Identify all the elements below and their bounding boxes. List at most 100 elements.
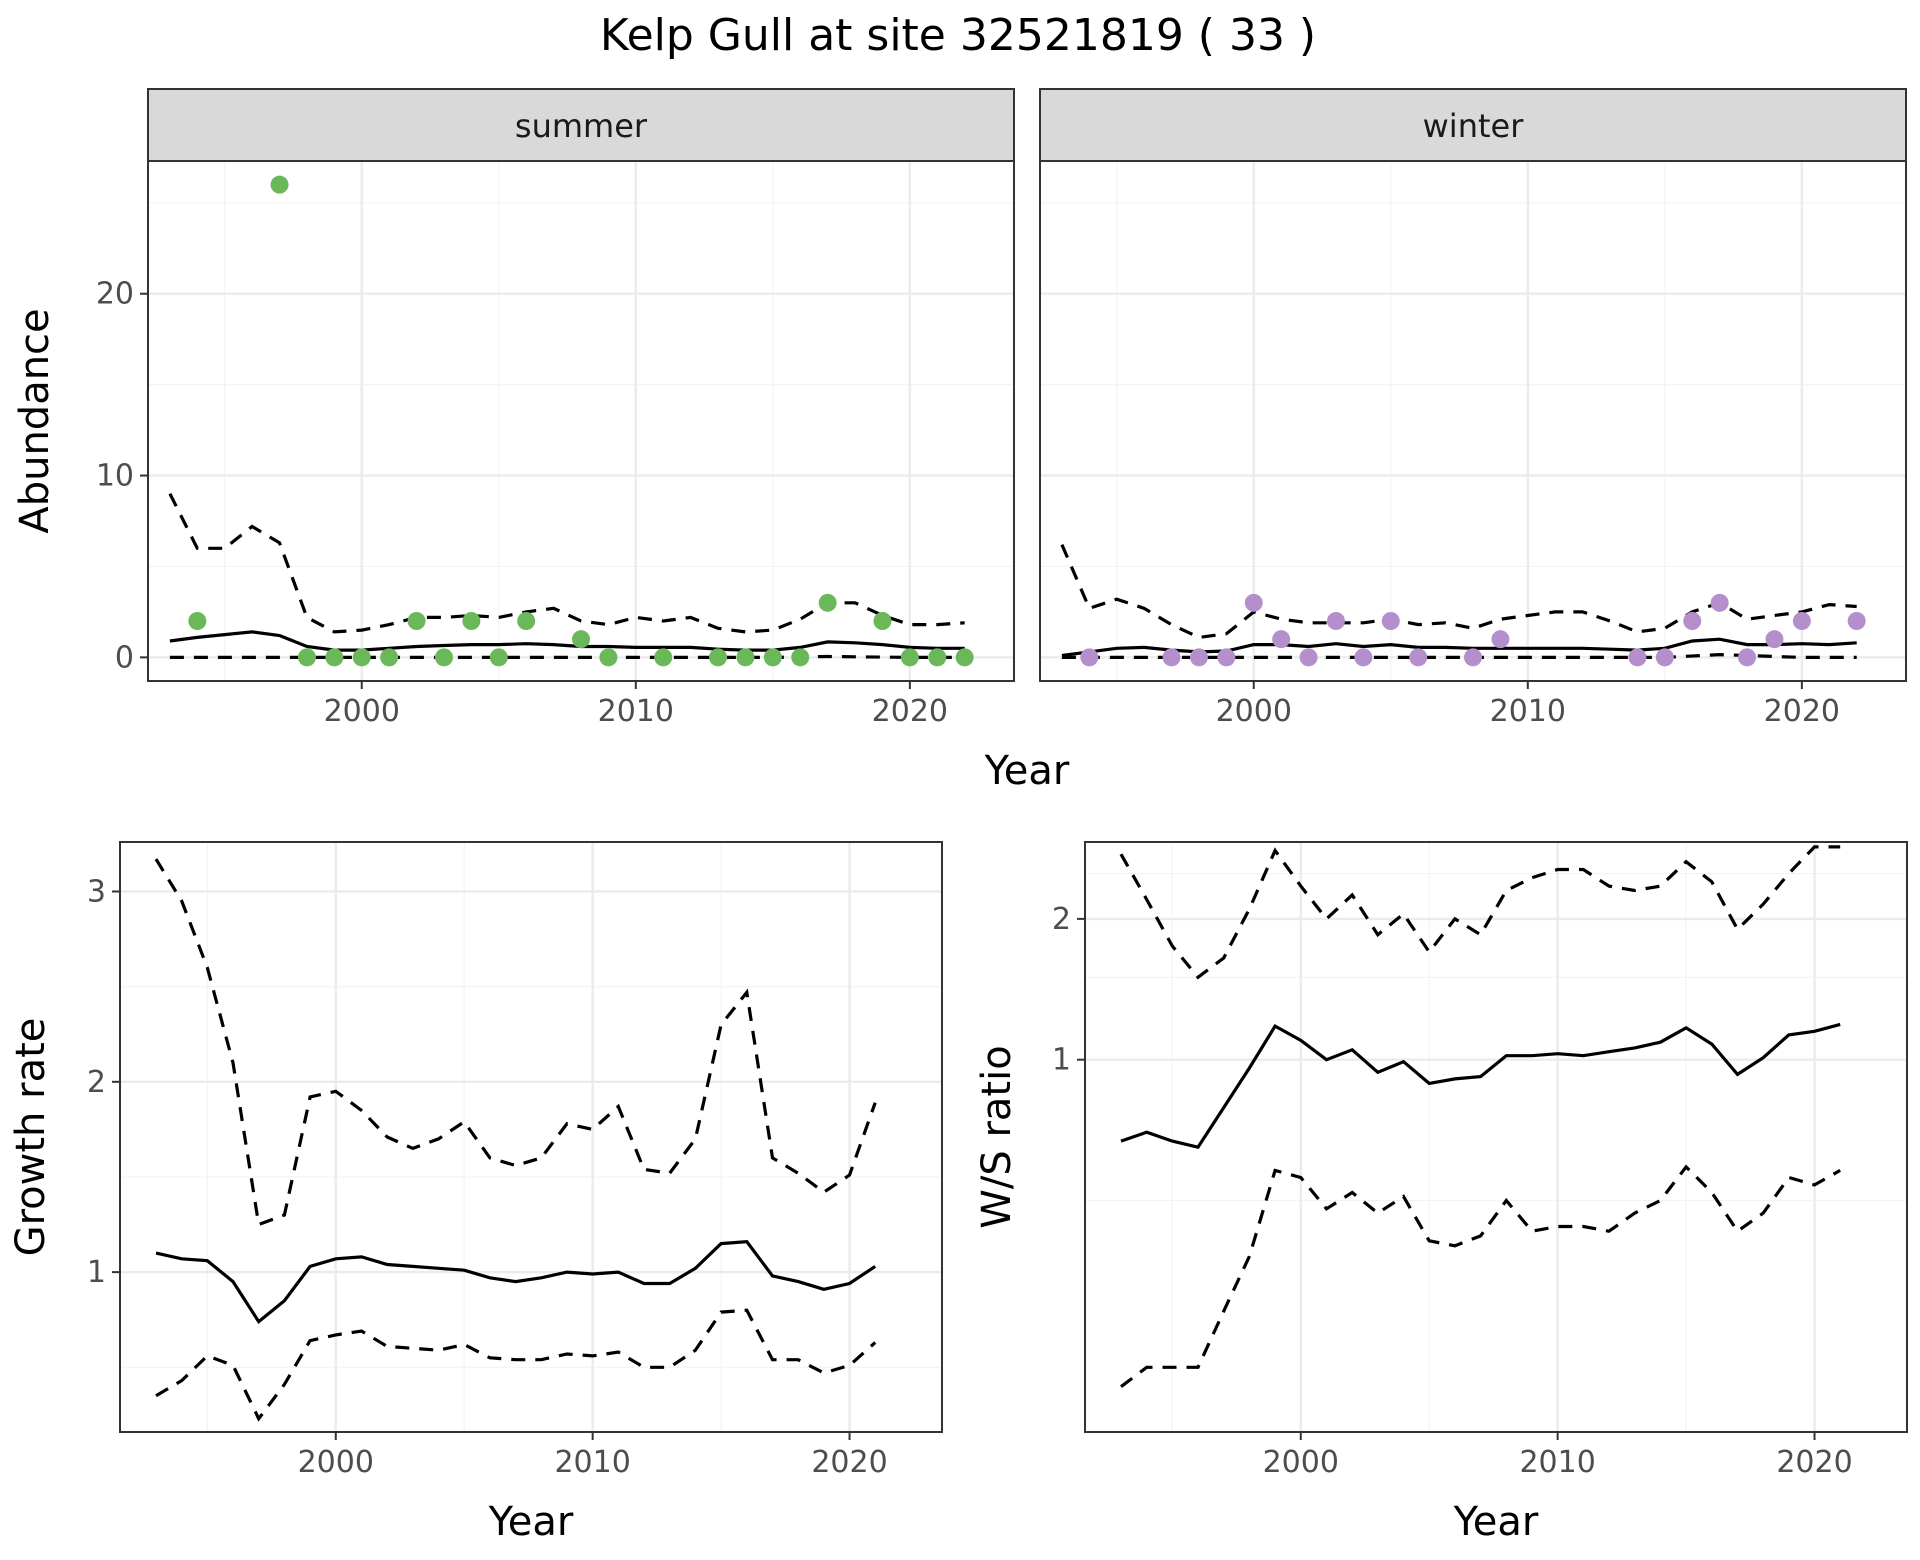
summer-point — [654, 648, 673, 667]
ratio-x-tick-label: 2010 — [1519, 1445, 1595, 1480]
winter-point — [1628, 648, 1647, 667]
summer-y-tick-label: 20 — [96, 277, 134, 312]
panel-summer: summer 2000 2010 2020 0 10 20 — [96, 88, 1015, 729]
summer-x-tick-label: 2020 — [872, 694, 948, 729]
growth-x-tick-label: 2010 — [554, 1445, 630, 1480]
panel-border-ratio — [1084, 841, 1908, 1433]
growth-x-tick-label: 2020 — [811, 1445, 887, 1480]
strip-winter — [1039, 88, 1907, 162]
ratio-y-axis-title: W/S ratio — [974, 1045, 1020, 1228]
ratio-x-axis-title: Year — [1453, 1499, 1539, 1545]
summer-point — [462, 612, 481, 630]
summer-point — [407, 612, 426, 630]
growth-y-axis-title: Growth rate — [8, 1018, 54, 1257]
strip-label-winter: winter — [1423, 107, 1525, 145]
growth-series-line-1-solid — [155, 1240, 877, 1324]
growth-y-tick-label: 2 — [87, 1065, 106, 1100]
panel-ratio: 2000 2010 2020 1 2 — [1052, 841, 1908, 1480]
winter-point — [1491, 630, 1510, 649]
winter-point — [1162, 648, 1181, 667]
summer-series-line-3-dashed — [169, 654, 965, 659]
marks-winter — [1060, 543, 1866, 667]
abundance-y-axis-title: Abundance — [12, 308, 58, 533]
ticks-summer: 2000 2010 2020 0 10 20 — [96, 277, 948, 729]
strip-summer — [147, 88, 1015, 162]
summer-point — [352, 648, 371, 667]
winter-x-tick-label: 2000 — [1216, 694, 1292, 729]
ratio-y-tick-label: 1 — [1052, 1043, 1071, 1078]
growth-x-axis-title: Year — [488, 1499, 574, 1545]
plot-area-ratio — [1085, 842, 1907, 1432]
summer-point — [791, 648, 810, 667]
marks-summer — [168, 175, 974, 667]
chart-title: Kelp Gull at site 32521819 ( 33 ) — [600, 10, 1316, 61]
winter-point — [1272, 630, 1291, 649]
winter-point — [1299, 648, 1318, 667]
panel-winter: winter 2000 2010 2020 — [1039, 88, 1907, 729]
summer-point — [434, 648, 453, 667]
summer-point — [517, 612, 536, 630]
growth-y-tick-label: 1 — [87, 1255, 106, 1290]
winter-series-line-2-dashed — [1060, 543, 1857, 640]
winter-point — [1409, 648, 1428, 667]
winter-point — [1080, 648, 1099, 667]
summer-x-tick-label: 2000 — [324, 694, 400, 729]
winter-point — [1655, 648, 1674, 667]
summer-x-tick-label: 2010 — [598, 694, 674, 729]
summer-point — [709, 648, 728, 667]
summer-point — [736, 648, 755, 667]
summer-point — [873, 612, 892, 630]
ticks-ratio: 2000 2010 2020 1 2 — [1052, 902, 1853, 1480]
growth-series-line-3-dashed — [155, 1308, 877, 1422]
ticks-growth: 2000 2010 2020 1 2 3 — [87, 874, 888, 1480]
winter-point — [1189, 648, 1208, 667]
ratio-series-line-1-solid — [1120, 1022, 1841, 1150]
winter-series-line-3-dashed — [1061, 652, 1857, 659]
marks-ratio — [1119, 845, 1841, 1388]
winter-point — [1326, 612, 1345, 630]
summer-point — [818, 593, 837, 612]
winter-x-tick-label: 2020 — [1764, 694, 1840, 729]
summer-point — [763, 648, 782, 667]
summer-point — [188, 612, 207, 630]
winter-point — [1464, 648, 1482, 667]
growth-y-tick-label: 3 — [87, 874, 106, 909]
panel-border-summer — [147, 160, 1015, 682]
summer-point — [297, 648, 316, 667]
summer-point — [955, 648, 974, 667]
winter-point — [1738, 648, 1757, 667]
winter-point — [1792, 612, 1811, 630]
panel-border-growth — [119, 841, 943, 1433]
summer-point — [900, 648, 919, 667]
ratio-series-line-3-dashed — [1120, 1164, 1841, 1388]
winter-point — [1765, 630, 1784, 649]
winter-point — [1710, 593, 1729, 612]
summer-point — [928, 648, 947, 667]
winter-point — [1847, 612, 1866, 630]
summer-point — [489, 648, 508, 667]
abundance-x-axis-title: Year — [984, 748, 1070, 794]
summer-series-line-1-solid — [169, 630, 965, 652]
marks-growth — [154, 858, 877, 1422]
winter-point — [1381, 612, 1400, 630]
summer-point — [270, 175, 289, 194]
ratio-x-tick-label: 2020 — [1776, 1445, 1852, 1480]
strip-label-summer: summer — [515, 107, 648, 145]
summer-point — [380, 648, 399, 667]
winter-x-tick-label: 2010 — [1490, 694, 1566, 729]
grid-ratio — [1085, 842, 1907, 1432]
ticks-winter: 2000 2010 2020 — [1216, 681, 1840, 729]
summer-point — [599, 648, 618, 667]
plot-area-winter — [1040, 161, 1906, 681]
winter-point — [1244, 593, 1263, 612]
panel-growth: 2000 2010 2020 1 2 3 — [87, 841, 943, 1480]
summer-point — [325, 648, 344, 667]
growth-x-tick-label: 2000 — [298, 1445, 374, 1480]
winter-point — [1683, 612, 1702, 630]
winter-point — [1217, 648, 1236, 667]
ratio-series-line-2-dashed — [1119, 845, 1841, 980]
ratio-x-tick-label: 2000 — [1263, 1445, 1339, 1480]
plot-area-summer — [148, 161, 1014, 681]
summer-point — [572, 630, 590, 649]
